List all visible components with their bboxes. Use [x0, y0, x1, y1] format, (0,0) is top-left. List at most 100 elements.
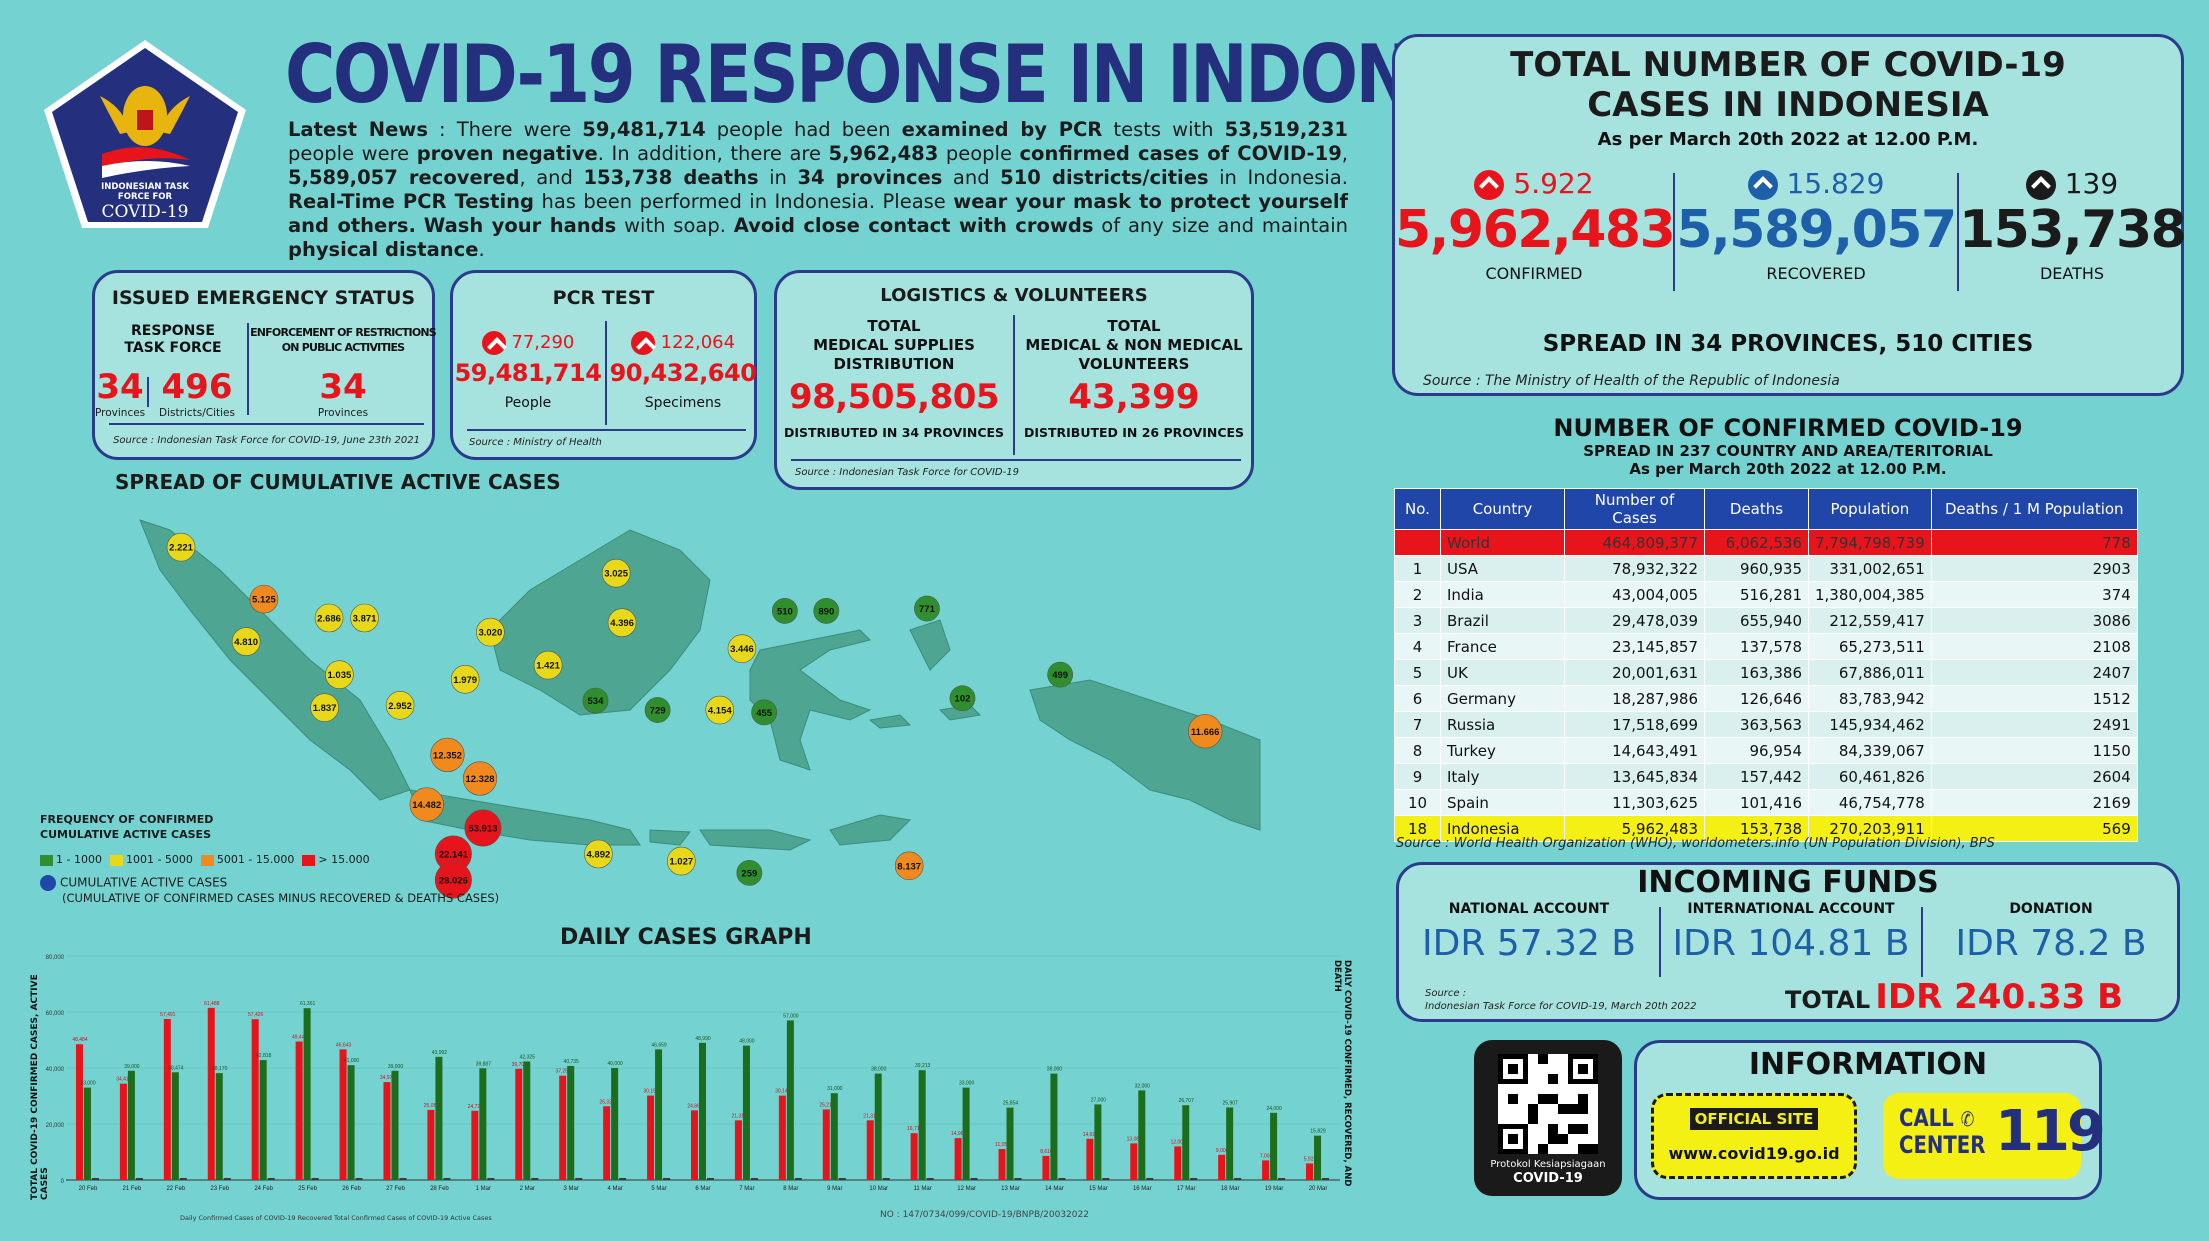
map-bubble-label: 2.221	[169, 543, 193, 554]
table-cell: 126,646	[1704, 685, 1809, 712]
chart-bar	[750, 1178, 758, 1180]
chart-bar	[655, 1049, 663, 1180]
chart-bar	[1190, 1178, 1198, 1180]
official-site-link[interactable]: OFFICIAL SITE www.covid19.go.id	[1651, 1093, 1857, 1179]
bar-value-label: 46,659	[651, 1042, 667, 1048]
bar-value-label: 12,000	[1171, 1139, 1187, 1145]
qr-card[interactable]: Protokol Kesiapsiagaan COVID-19	[1474, 1040, 1622, 1196]
chart-bar	[734, 1120, 742, 1180]
table-cell: 137,578	[1704, 633, 1809, 660]
bar-value-label: 48,990	[695, 1036, 711, 1042]
chart-bar	[479, 1068, 487, 1180]
chart-bar	[699, 1042, 706, 1180]
map-bubble-label: 455	[756, 708, 773, 719]
map-bubble	[314, 603, 344, 633]
task-force-districts-value: 496	[161, 367, 233, 407]
map-bubble-label: 4.810	[234, 637, 258, 648]
map-bubble-label: 4.892	[587, 850, 611, 861]
chart-bar	[838, 1178, 846, 1180]
table-cell: India	[1440, 581, 1565, 608]
table-cell: USA	[1440, 555, 1565, 582]
cumulative-active-dot-icon	[40, 875, 56, 891]
pcr-people-label: People	[504, 395, 552, 411]
pcr-source: Source : Ministry of Health	[469, 437, 602, 448]
table-cell: 78,932,322	[1564, 555, 1705, 582]
chart-bar	[647, 1095, 655, 1180]
indonesia-map: 2.221 5.125 2.686 3.871 4.810 1.035 1.837 2.952…	[110, 500, 1270, 900]
chart-bar	[347, 1065, 355, 1180]
chart-bar	[742, 1045, 750, 1180]
chart-bar	[1314, 1135, 1322, 1180]
chart-bar	[1262, 1160, 1270, 1180]
table-cell: France	[1440, 633, 1565, 660]
table-cell: 569	[1930, 815, 2138, 842]
chart-bar	[830, 1093, 838, 1180]
task-force-title-1: RESPONSE	[131, 323, 215, 339]
bar-value-label: 8,610	[1040, 1149, 1053, 1155]
recovered-delta: 15.829	[1786, 167, 1885, 200]
chart-bar	[954, 1138, 962, 1180]
funds-title: INCOMING FUNDS	[1637, 865, 1939, 900]
table-cell: 84,339,067	[1808, 737, 1932, 764]
table-cell: World	[1440, 529, 1565, 556]
chart-bar	[531, 1178, 539, 1180]
x-tick-label: 10 Mar	[869, 1186, 888, 1192]
table-cell: 1150	[1930, 737, 2138, 764]
logo: INDONESIAN TASK FORCE FOR COVID-19	[40, 36, 250, 232]
table-cell: 3086	[1930, 607, 2138, 634]
map-bubble	[385, 691, 415, 720]
map-bubble	[727, 634, 757, 663]
increase-arrow-icon	[1474, 170, 1505, 200]
chart-bar	[970, 1178, 978, 1180]
bar-value-label: 13,086	[1127, 1136, 1143, 1142]
x-tick-label: 18 Mar	[1221, 1186, 1240, 1192]
chart-bar	[1102, 1178, 1110, 1180]
map-bubble-label: 11.666	[1191, 727, 1220, 738]
daily-cases-chart: 80,000 60,000 40,000 20,000 0 48,484 33,000 20 …	[40, 950, 1350, 1210]
table-cell: 5	[1394, 659, 1441, 686]
table-cell	[1394, 529, 1441, 556]
chart-bar	[75, 1044, 83, 1180]
international-label: INTERNATIONAL ACCOUNT	[1687, 901, 1895, 917]
map-legend: FREQUENCY OF CONFIRMED CUMULATIVE ACTIVE…	[40, 812, 499, 906]
bar-value-label: 39,213	[915, 1063, 931, 1069]
bar-value-label: 42,818	[256, 1053, 272, 1059]
chart-bar	[523, 1061, 531, 1180]
x-tick-label: 17 Mar	[1177, 1186, 1196, 1192]
table-cell: 2407	[1930, 659, 2138, 686]
bar-value-label: 30,156	[643, 1089, 659, 1095]
chart-bar	[223, 1178, 231, 1180]
chart-bar	[259, 1060, 267, 1180]
y-tick-label: 20,000	[46, 1123, 65, 1129]
deaths-label: DEATHS	[2039, 264, 2105, 283]
bar-value-label: 26,336	[599, 1099, 615, 1105]
table-row: 6 Germany 18,287,986 126,646 83,783,942 1512	[1394, 685, 2138, 712]
confirmed-delta: 5.922	[1513, 167, 1594, 200]
map-bubble	[430, 737, 465, 772]
chart-bar	[910, 1133, 918, 1180]
official-site-label: OFFICIAL SITE	[1690, 1108, 1818, 1130]
chart-bar	[1014, 1178, 1022, 1180]
map-title: SPREAD OF CUMULATIVE ACTIVE CASES	[115, 470, 561, 494]
table-cell: 1512	[1930, 685, 2138, 712]
map-bubble	[582, 687, 609, 714]
table-cell: 374	[1930, 581, 2138, 608]
task-force-title-2: TASK FORCE	[124, 340, 222, 356]
chart-bar	[179, 1178, 187, 1180]
bar-value-label: 24,728	[468, 1104, 484, 1110]
chart-bar	[1278, 1178, 1286, 1180]
map-bubble-label: 1.027	[669, 857, 693, 868]
x-tick-label: 12 Mar	[957, 1186, 976, 1192]
official-site-url: www.covid19.go.id	[1668, 1144, 1840, 1163]
map-bubble	[914, 595, 940, 622]
chart-bar	[1006, 1107, 1014, 1180]
call-center-button[interactable]: CALL ✆ CENTER 119	[1883, 1093, 2106, 1179]
bar-value-label: 40,735	[564, 1059, 580, 1065]
table-cell: 2604	[1930, 763, 2138, 790]
table-header: Country	[1440, 488, 1565, 530]
map-bubble	[607, 608, 637, 638]
country-table: No. Country Number of Cases Deaths Populatio…	[1394, 488, 2138, 842]
table-cell: 9	[1394, 763, 1441, 790]
logo-text-1: INDONESIAN TASK	[101, 182, 189, 192]
pcr-specimens-value: 90,432,640	[609, 359, 757, 387]
